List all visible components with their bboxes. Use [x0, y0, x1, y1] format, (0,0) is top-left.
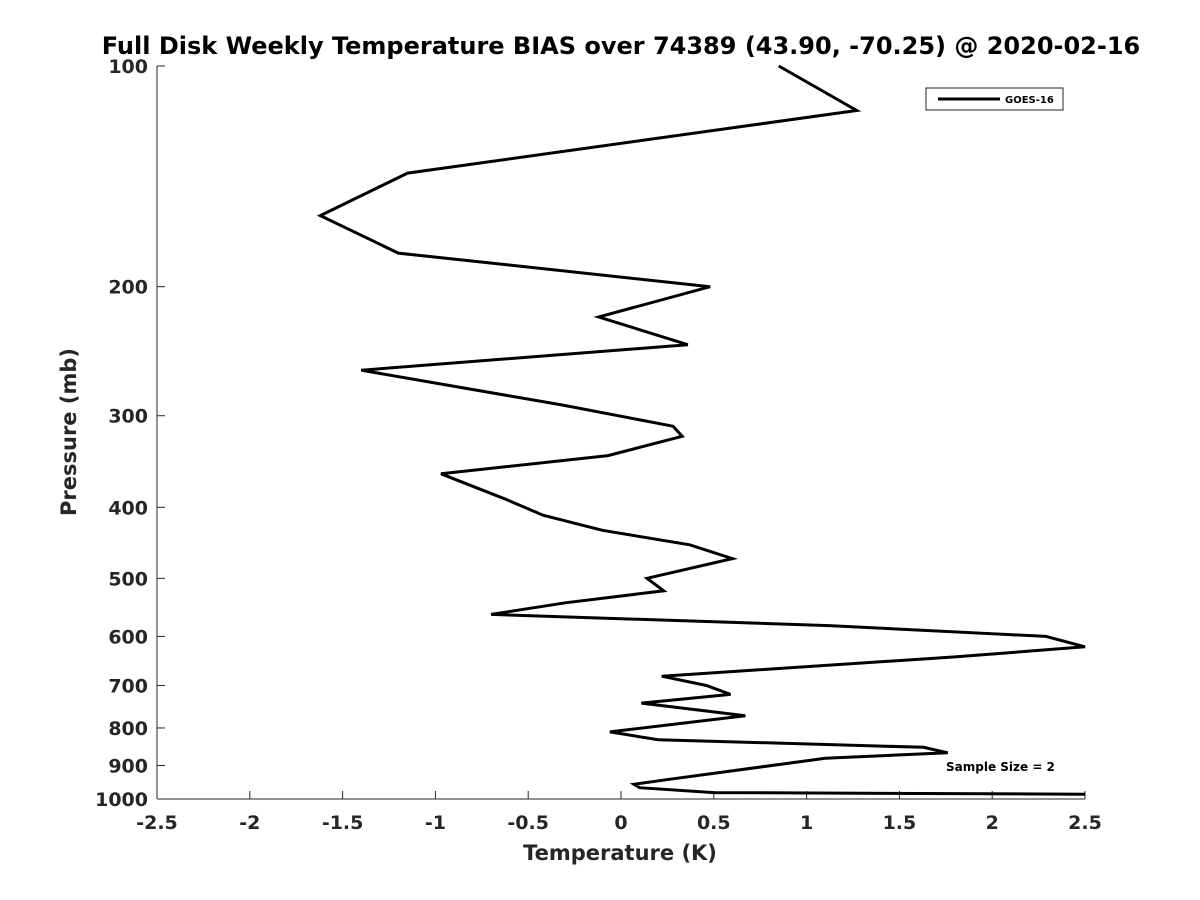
- legend-label-goes-16: GOES-16: [1005, 95, 1054, 106]
- x-tick-label: -2.5: [136, 812, 178, 834]
- x-tick-label: -1: [425, 812, 446, 834]
- y-tick-label: 400: [108, 497, 148, 519]
- plot-area: -2.5 -2 -1.5 -1 -0.5 0 0.5 1 1.5 2 2.5 100 200 300 400…: [95, 56, 1102, 834]
- x-tick-label: -0.5: [507, 812, 549, 834]
- y-tick-label: 600: [108, 626, 148, 648]
- chart-title: Full Disk Weekly Temperature BIAS over 7…: [102, 32, 1141, 60]
- y-tick-label: 1000: [95, 789, 148, 811]
- x-tick-label: 1.5: [883, 812, 917, 834]
- y-tick-label: 300: [108, 406, 148, 428]
- y-tick-label: 700: [108, 675, 148, 697]
- series-line-goes-16: [316, 64, 1086, 796]
- y-tick-label: 200: [108, 277, 148, 299]
- x-tick-label: 2: [986, 812, 999, 834]
- x-tick-label: 1: [800, 812, 813, 834]
- y-axis-label: Pressure (mb): [57, 348, 81, 516]
- sample-size-annotation: Sample Size = 2: [946, 760, 1055, 774]
- x-tick-label: -1.5: [322, 812, 364, 834]
- y-tick-label: 800: [108, 718, 148, 740]
- legend: GOES-16: [925, 87, 1064, 111]
- x-axis-label: Temperature (K): [523, 841, 717, 865]
- y-tick-label: 100: [108, 56, 148, 78]
- y-tick-label: 900: [108, 755, 148, 777]
- x-tick-label: 0: [614, 812, 627, 834]
- x-tick-label: -2: [239, 812, 260, 834]
- x-tick-label: 0.5: [697, 812, 731, 834]
- y-tick-label: 500: [108, 568, 148, 590]
- x-tick-label: 2.5: [1068, 812, 1102, 834]
